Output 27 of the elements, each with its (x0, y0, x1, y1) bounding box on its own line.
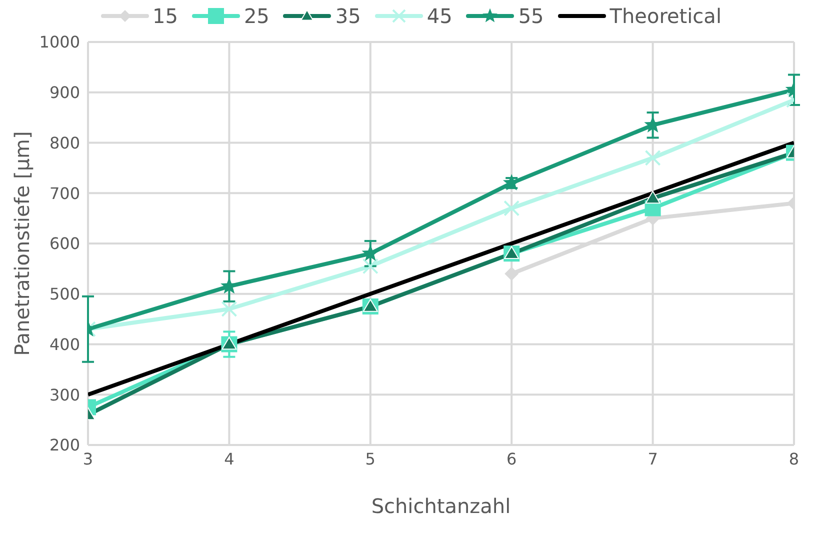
x-axis-title: Schichtanzahl (371, 494, 511, 518)
x-tick-label: 3 (82, 449, 94, 468)
point (504, 200, 520, 216)
legend-label: 35 (335, 4, 361, 28)
y-tick-label: 300 (49, 385, 80, 404)
y-tick-label: 200 (49, 436, 80, 455)
point (362, 258, 378, 274)
legend-label: 55 (518, 4, 544, 28)
y-tick-label: 800 (49, 133, 80, 152)
x-tick-label: 6 (506, 449, 517, 468)
y-tick-label: 1000 (39, 32, 80, 52)
y-tick-label: 500 (49, 284, 80, 304)
x-tick-label: 7 (648, 449, 658, 468)
x-tick-label: 5 (365, 449, 376, 468)
point (504, 246, 520, 259)
x-tick-label: 4 (224, 449, 234, 468)
point (504, 266, 519, 281)
y-tick-label: 900 (49, 83, 80, 102)
legend-label: Theoretical (610, 4, 722, 28)
y-tick-label: 600 (49, 234, 80, 254)
y-tick-label: 700 (49, 184, 80, 203)
legend-label: 15 (152, 4, 178, 28)
y-tick-label: 400 (49, 334, 80, 354)
legend-label: 25 (244, 4, 270, 28)
legend-label: 45 (426, 4, 452, 28)
y-axis-title: Panetrationstiefe [µm] (10, 131, 34, 356)
x-tick-label: 8 (788, 449, 800, 468)
